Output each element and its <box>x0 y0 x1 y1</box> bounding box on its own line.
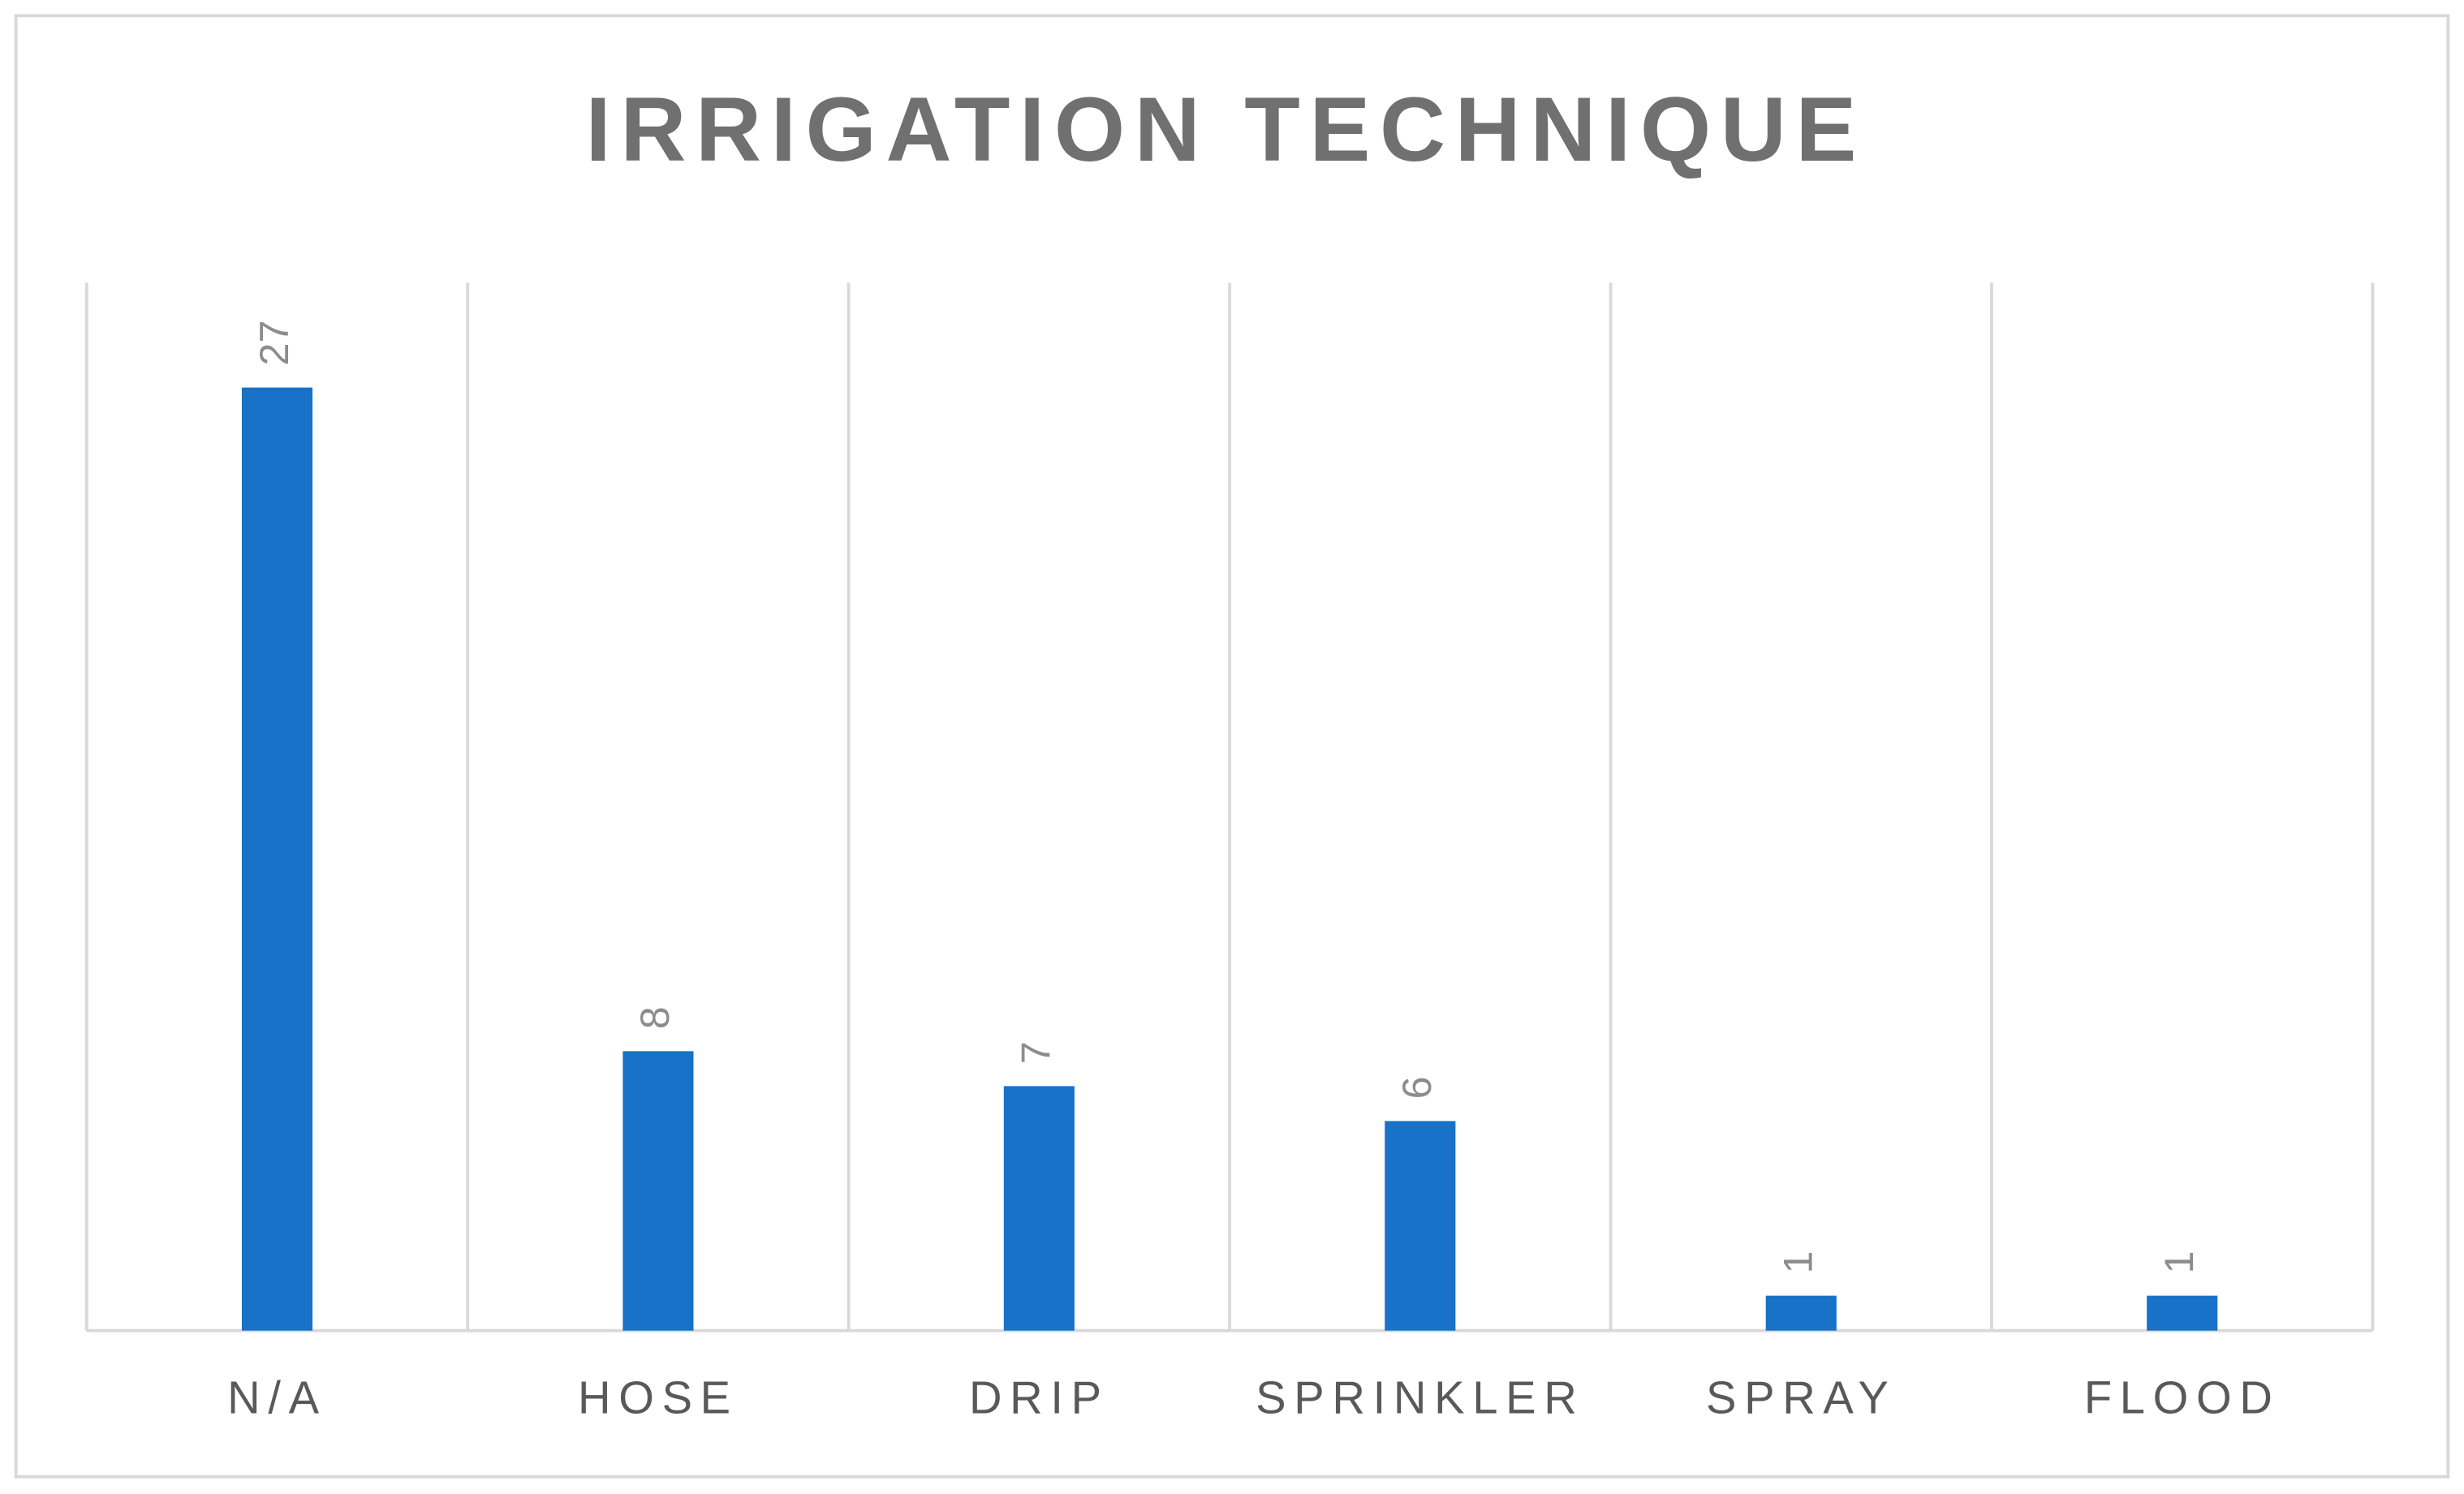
x-tick-label: SPRAY <box>1706 1372 1897 1423</box>
data-label: 8 <box>631 1006 678 1029</box>
bar <box>2147 1295 2218 1331</box>
bar <box>1003 1086 1075 1331</box>
bar <box>241 387 313 1331</box>
x-tick-label: FLOOD <box>2084 1372 2281 1423</box>
x-tick-label: DRIP <box>969 1372 1109 1423</box>
data-label: 1 <box>2156 1251 2202 1274</box>
bar <box>1765 1295 1837 1331</box>
chart-border <box>14 14 2450 1479</box>
chart-title: IRRIGATION TECHNIQUE <box>586 78 1866 180</box>
x-tick-label: N/A <box>227 1372 327 1423</box>
data-label: 27 <box>251 320 297 365</box>
data-label: 7 <box>1013 1041 1059 1064</box>
x-tick-label: HOSE <box>578 1372 739 1423</box>
data-label: 6 <box>1394 1076 1440 1099</box>
bar <box>1385 1121 1456 1331</box>
data-label: 1 <box>1775 1251 1821 1274</box>
bar <box>622 1051 694 1331</box>
x-tick-label: SPRINKLER <box>1256 1372 1584 1423</box>
